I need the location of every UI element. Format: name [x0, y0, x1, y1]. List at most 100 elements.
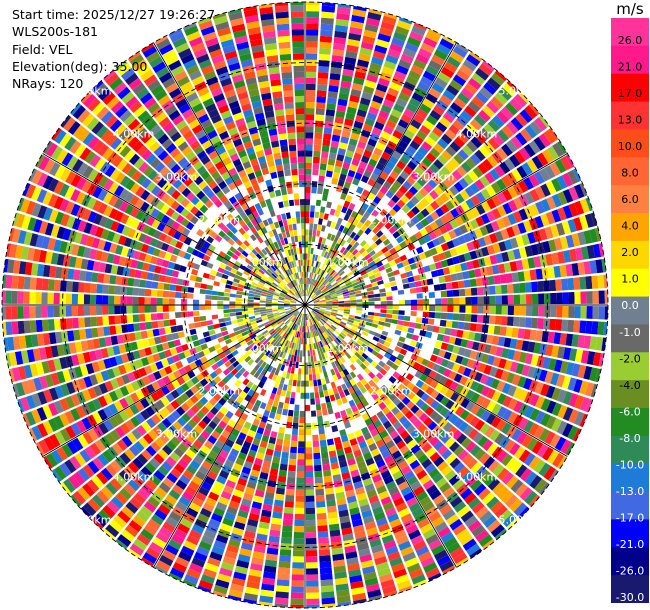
velocity-gate: [451, 321, 459, 329]
velocity-gate: [113, 198, 124, 210]
velocity-gate: [115, 538, 128, 550]
velocity-gate: [326, 164, 335, 172]
velocity-gate: [112, 254, 121, 265]
velocity-gate: [172, 484, 184, 496]
velocity-gate: [543, 466, 556, 481]
velocity-gate: [106, 346, 115, 357]
velocity-gate: [195, 327, 203, 334]
velocity-gate: [86, 479, 100, 493]
velocity-gate: [305, 186, 311, 194]
velocity-gate: [350, 391, 358, 400]
velocity-gate: [320, 269, 325, 277]
velocity-gate: [417, 146, 429, 157]
velocity-gate: [251, 405, 259, 413]
velocity-gate: [49, 162, 61, 177]
velocity-gate: [385, 161, 396, 170]
velocity-gate: [311, 241, 315, 249]
velocity-gate: [68, 230, 78, 243]
velocity-gate: [212, 416, 221, 425]
velocity-gate: [94, 372, 104, 384]
velocity-gate: [259, 325, 266, 331]
velocity-gate: [253, 495, 264, 504]
velocity-gate: [451, 169, 463, 181]
velocity-gate: [393, 103, 405, 113]
velocity-gate: [251, 281, 258, 287]
velocity-gate: [491, 390, 502, 402]
velocity-gate: [305, 162, 312, 169]
velocity-gate: [323, 339, 328, 346]
velocity-gate: [428, 572, 442, 582]
velocity-gate: [298, 337, 302, 345]
velocity-gate: [363, 276, 370, 282]
velocity-gate: [533, 425, 545, 439]
velocity-gate: [359, 363, 367, 371]
velocity-gate: [383, 250, 392, 258]
velocity-gate: [406, 210, 416, 219]
velocity-gate: [221, 330, 229, 337]
velocity-gate: [462, 538, 477, 551]
velocity-gate: [341, 396, 348, 404]
velocity-gate: [449, 157, 460, 169]
velocity-gate: [538, 305, 545, 317]
velocity-gate: [289, 452, 297, 460]
velocity-gate: [275, 375, 282, 383]
velocity-gate: [269, 379, 276, 387]
velocity-gate: [318, 296, 325, 300]
velocity-gate: [347, 216, 355, 224]
velocity-gate: [343, 361, 350, 369]
velocity-gate: [313, 458, 322, 466]
velocity-gate: [115, 223, 125, 234]
velocity-gate: [351, 518, 363, 528]
velocity-gate: [121, 506, 135, 519]
velocity-gate: [208, 257, 216, 264]
velocity-gate: [468, 230, 478, 241]
velocity-gate: [152, 353, 161, 362]
velocity-gate: [328, 277, 335, 283]
velocity-gate: [318, 269, 323, 276]
velocity-gate: [117, 235, 127, 246]
velocity-gate: [380, 217, 389, 226]
velocity-gate: [179, 427, 189, 438]
velocity-gate: [154, 437, 166, 448]
velocity-gate: [204, 425, 214, 435]
velocity-gate: [226, 380, 234, 389]
velocity-gate: [561, 319, 569, 332]
velocity-gate: [348, 399, 356, 408]
velocity-gate: [368, 379, 376, 388]
velocity-gate: [108, 315, 116, 325]
velocity-gate: [545, 344, 554, 357]
velocity-gate: [543, 280, 551, 292]
velocity-gate: [315, 261, 319, 268]
velocity-gate: [425, 331, 433, 339]
velocity-gate: [82, 502, 97, 517]
velocity-gate: [347, 563, 361, 572]
velocity-gate: [276, 363, 282, 370]
velocity-gate: [305, 89, 316, 97]
velocity-gate: [288, 403, 295, 411]
velocity-gate: [393, 379, 402, 388]
velocity-gate: [371, 127, 382, 136]
velocity-gate: [586, 245, 596, 259]
velocity-gate: [389, 518, 402, 529]
velocity-gate: [574, 200, 585, 215]
velocity-gate: [197, 351, 205, 359]
velocity-gate: [158, 327, 166, 336]
velocity-gate: [337, 298, 345, 302]
velocity-gate: [336, 291, 343, 295]
velocity-gate: [289, 305, 296, 307]
velocity-gate: [491, 335, 500, 346]
velocity-gate: [452, 479, 465, 491]
velocity-gate: [198, 305, 206, 311]
velocity-gate: [180, 243, 189, 252]
velocity-gate: [555, 279, 563, 291]
velocity-gate: [178, 234, 187, 243]
velocity-gate: [54, 129, 67, 144]
velocity-gate: [340, 363, 346, 371]
velocity-gate: [287, 385, 292, 392]
velocity-gate: [500, 370, 510, 382]
velocity-gate: [362, 565, 376, 575]
velocity-gate: [260, 327, 267, 333]
velocity-gate: [47, 237, 56, 251]
velocity-gate: [189, 328, 197, 336]
